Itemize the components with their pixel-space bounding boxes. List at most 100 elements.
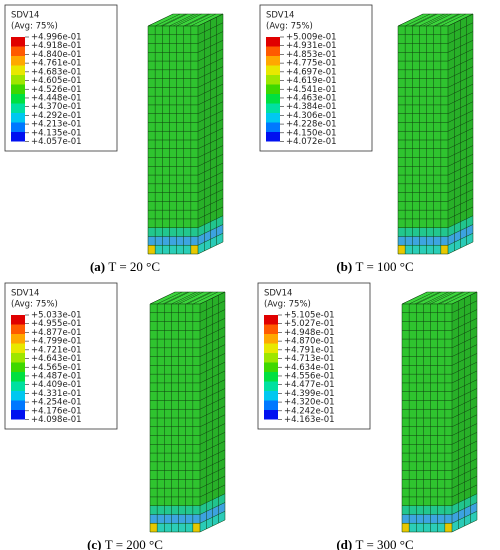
legend-band: [266, 122, 280, 132]
legend-band: [11, 37, 25, 47]
legend-band: [266, 132, 280, 142]
legend-band: [11, 381, 25, 391]
panel: SDV14(Avg: 75%)+5.105e-01+5.027e-01+4.94…: [257, 282, 478, 550]
legend-value: +4.918e-01: [31, 41, 82, 51]
mesh-line: [162, 291, 188, 305]
mesh-line: [410, 13, 436, 27]
bottom-band: [148, 245, 198, 254]
legend-value: +4.213e-01: [31, 120, 82, 130]
legend-band: [11, 324, 25, 334]
legend: SDV14(Avg: 75%)+4.996e-01+4.918e-01+4.84…: [4, 4, 118, 152]
mesh-line: [419, 13, 445, 27]
caption-label: (a): [90, 259, 105, 274]
mesh-line: [430, 291, 456, 305]
legend-band: [11, 334, 25, 344]
bottom-band: [402, 505, 452, 515]
mesh-column: [147, 13, 224, 255]
mesh-line: [423, 291, 449, 305]
legend-band: [11, 84, 25, 94]
mesh-line: [171, 291, 197, 305]
legend-band: [11, 113, 25, 123]
legend-value: +4.331e-01: [31, 389, 82, 399]
legend-band: [266, 75, 280, 85]
legend-band: [266, 103, 280, 113]
legend-subtitle: (Avg: 75%): [11, 300, 58, 310]
mesh-line: [199, 291, 226, 305]
legend-subtitle: (Avg: 75%): [266, 22, 313, 32]
legend-value: +4.853e-01: [286, 50, 337, 60]
legend-value: +4.697e-01: [286, 67, 337, 77]
mesh-line: [439, 291, 465, 305]
legend-band: [264, 362, 278, 372]
legend-value: +4.556e-01: [284, 371, 335, 381]
legend-band: [11, 372, 25, 382]
mesh-line: [405, 13, 431, 27]
legend-value: +4.870e-01: [284, 337, 335, 347]
mesh-line: [176, 13, 202, 27]
legend-value: +4.306e-01: [286, 111, 337, 121]
legend-band: [264, 353, 278, 363]
legend-band: [11, 65, 25, 75]
legend-band: [11, 391, 25, 401]
legend-value: +4.176e-01: [31, 406, 82, 416]
legend-value: +4.242e-01: [284, 406, 335, 416]
mesh-line: [440, 13, 466, 27]
legend-value: +4.072e-01: [286, 137, 337, 147]
legend-band: [11, 75, 25, 85]
mesh-line: [172, 13, 199, 27]
bottom-band: [148, 227, 198, 237]
legend-value: +4.619e-01: [286, 76, 337, 86]
mesh-line: [164, 291, 190, 305]
legend: SDV14(Avg: 75%)+5.105e-01+5.027e-01+4.94…: [257, 282, 371, 430]
caption-text: T = 300 °C: [355, 537, 413, 550]
legend-value: +4.683e-01: [31, 67, 82, 77]
panel: SDV14(Avg: 75%)+5.033e-01+4.955e-01+4.87…: [4, 282, 226, 550]
legend-band: [264, 381, 278, 391]
mesh-line: [416, 291, 442, 305]
legend-band: [264, 391, 278, 401]
legend-value: +4.320e-01: [284, 398, 335, 408]
legend-value: +4.409e-01: [31, 380, 82, 390]
legend-value: +4.931e-01: [286, 41, 337, 51]
legend-title: SDV14: [11, 289, 39, 299]
legend-band: [264, 410, 278, 420]
legend-value: +4.541e-01: [286, 85, 337, 95]
legend-value: +4.057e-01: [31, 137, 82, 147]
legend-band: [11, 94, 25, 104]
legend-band: [264, 400, 278, 410]
caption-text: T = 20 °C: [108, 259, 160, 274]
legend-band: [266, 94, 280, 104]
mesh-line: [426, 13, 452, 27]
mesh-line: [183, 13, 209, 27]
caption-label: (d): [336, 537, 352, 550]
mesh-line: [435, 13, 461, 27]
legend-band: [11, 343, 25, 353]
legend-value: +4.098e-01: [31, 415, 82, 425]
mesh-line: [401, 291, 428, 305]
caption: (a) T = 20 °C: [90, 259, 160, 274]
mesh-line: [155, 13, 181, 27]
legend-band: [264, 324, 278, 334]
legend-value: +4.228e-01: [286, 120, 337, 130]
legend-value: +4.877e-01: [31, 328, 82, 338]
legend-value: +4.634e-01: [284, 363, 335, 373]
legend-band: [11, 353, 25, 363]
legend-value: +4.150e-01: [286, 128, 337, 138]
legend-value: +4.477e-01: [284, 380, 335, 390]
legend-value: +4.163e-01: [284, 415, 335, 425]
caption: (c) T = 200 °C: [87, 537, 163, 550]
legend-band: [266, 84, 280, 94]
mesh-line: [162, 13, 188, 27]
legend-band: [11, 103, 25, 113]
mesh-line: [160, 13, 186, 27]
mesh-column: [401, 291, 478, 533]
panel: SDV14(Avg: 75%)+4.996e-01+4.918e-01+4.84…: [4, 4, 224, 274]
bottom-band: [150, 505, 200, 515]
legend-band: [11, 122, 25, 132]
legend-title: SDV14: [266, 11, 294, 21]
mesh-line: [169, 13, 195, 27]
caption: (d) T = 300 °C: [336, 537, 413, 550]
legend-value: +4.948e-01: [284, 328, 335, 338]
legend-value: +4.526e-01: [31, 85, 82, 95]
legend-band: [11, 46, 25, 56]
